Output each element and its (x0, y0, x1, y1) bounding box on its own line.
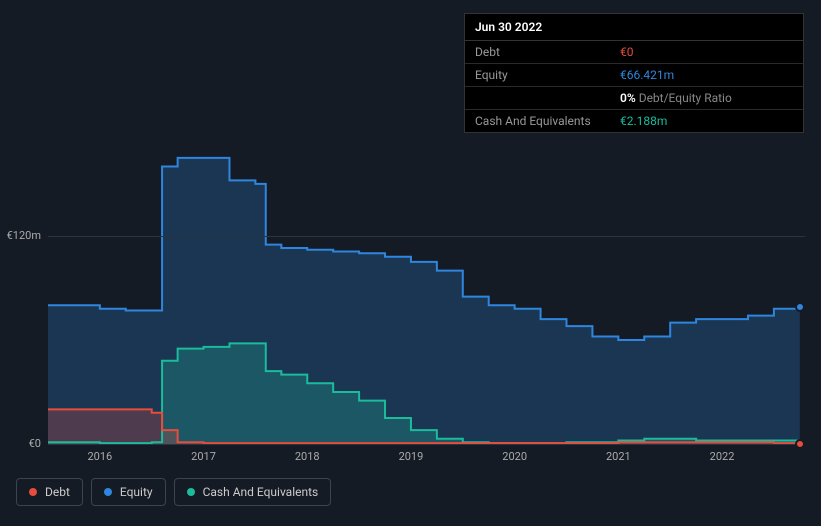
tooltip-label: Debt (475, 45, 620, 59)
x-axis-label: 2016 (87, 450, 112, 463)
legend-label: Cash And Equivalents (203, 485, 319, 499)
series-area-equity (48, 158, 800, 444)
tooltip-label: Cash And Equivalents (475, 114, 620, 128)
x-axis-label: 2020 (502, 450, 527, 463)
tooltip-box: Jun 30 2022 Debt€0Equity€66.421m0% Debt/… (464, 13, 804, 133)
tooltip-row: 0% Debt/Equity Ratio (465, 87, 803, 110)
end-marker-equity (795, 302, 805, 312)
tooltip-row: Equity€66.421m (465, 64, 803, 87)
legend-dot-icon (187, 488, 195, 496)
chart-svg (48, 144, 805, 444)
tooltip-date: Jun 30 2022 (465, 14, 803, 41)
x-axis-label: 2019 (399, 450, 424, 463)
x-axis-label: 2018 (295, 450, 320, 463)
tooltip-value: €66.421m (620, 68, 793, 82)
x-axis-label: 2021 (606, 450, 631, 463)
tooltip-value: €0 (620, 45, 793, 59)
tooltip-label (475, 91, 620, 105)
legend-dot-icon (29, 488, 37, 496)
y-axis-label: €0 (0, 437, 41, 450)
legend: Debt Equity Cash And Equivalents (16, 478, 331, 506)
legend-dot-icon (104, 488, 112, 496)
chart-plot-area[interactable] (48, 144, 805, 444)
end-marker-debt (795, 439, 805, 449)
legend-item-cash-and-equivalents[interactable]: Cash And Equivalents (174, 478, 332, 506)
tooltip-value: €2.188m (620, 114, 793, 128)
legend-label: Debt (45, 485, 70, 499)
x-axis-label: 2022 (710, 450, 735, 463)
x-axis-label: 2017 (191, 450, 216, 463)
gridline (48, 444, 805, 445)
tooltip-row: Debt€0 (465, 41, 803, 64)
legend-item-equity[interactable]: Equity (91, 478, 166, 506)
legend-item-debt[interactable]: Debt (16, 478, 83, 506)
gridline (48, 236, 805, 237)
legend-label: Equity (120, 485, 153, 499)
tooltip-value: 0% Debt/Equity Ratio (620, 91, 793, 105)
tooltip-row: Cash And Equivalents€2.188m (465, 110, 803, 132)
y-axis-label: €120m (0, 229, 41, 242)
tooltip-label: Equity (475, 68, 620, 82)
